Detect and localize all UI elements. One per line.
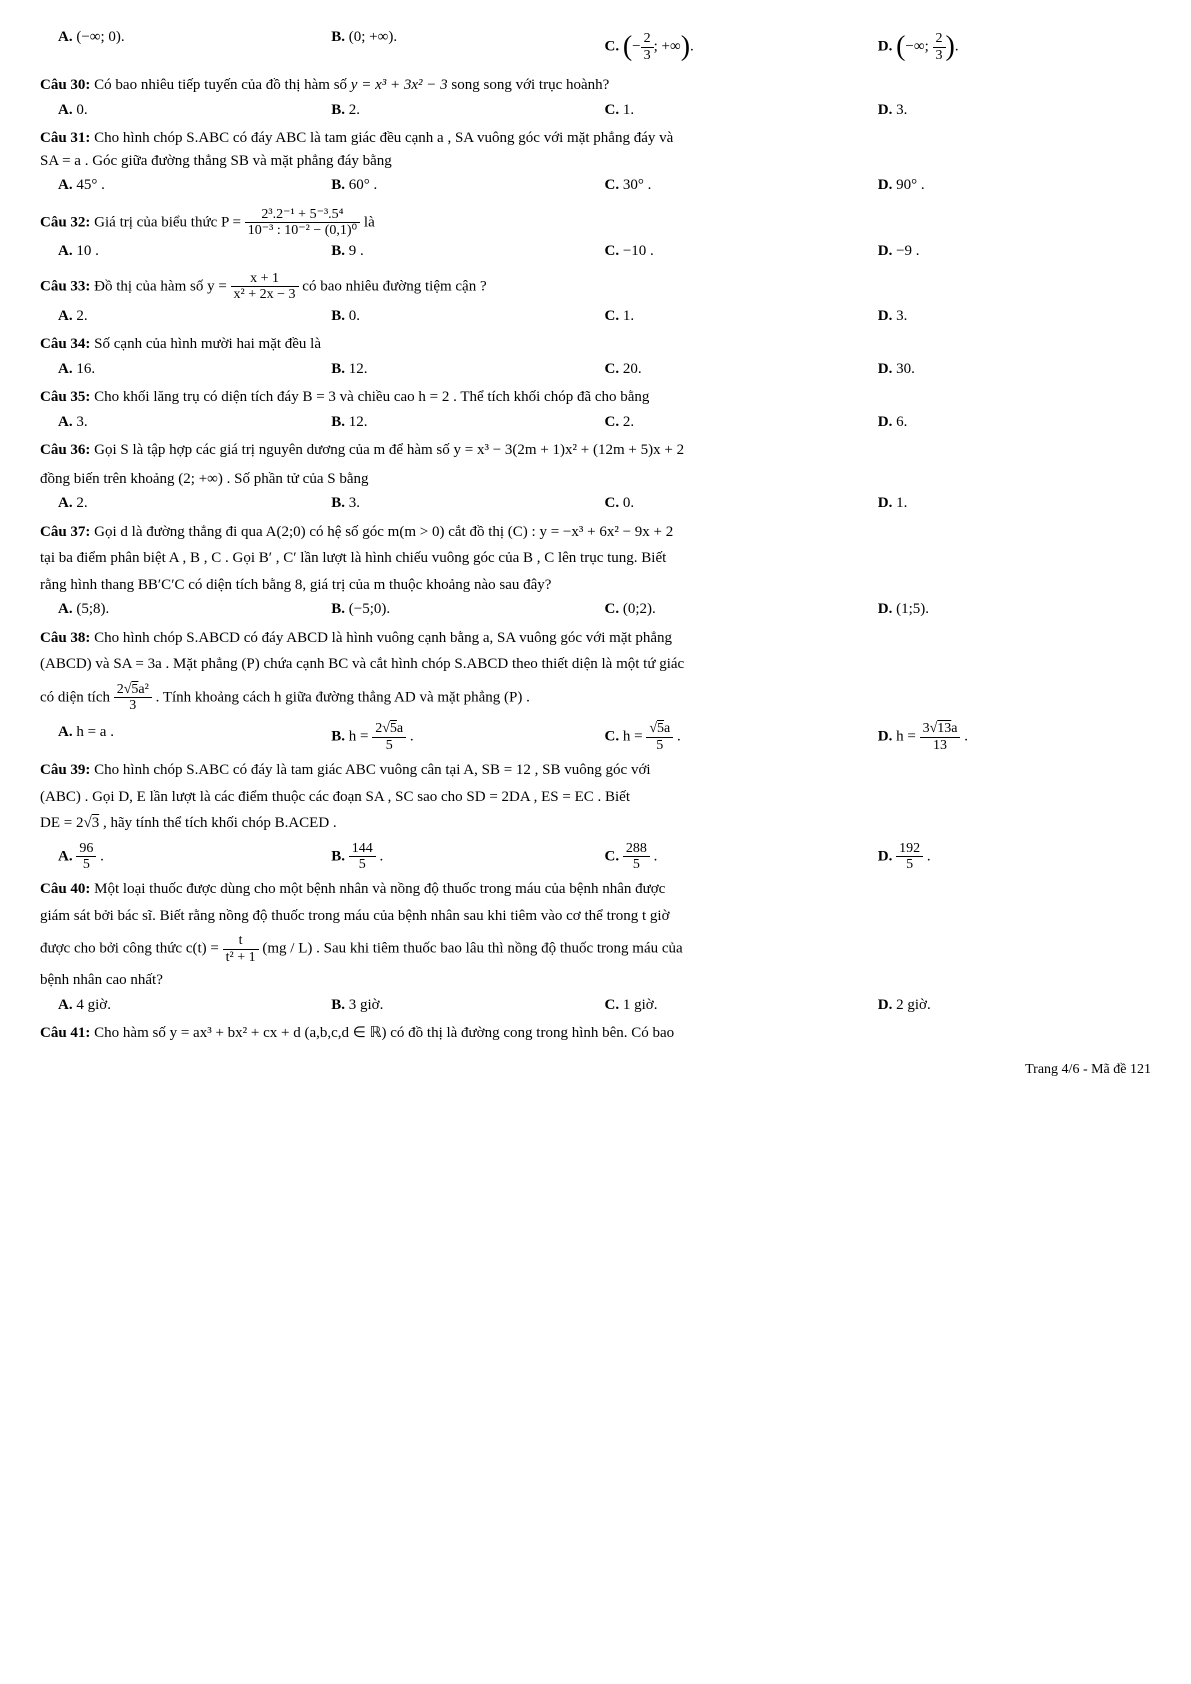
q29-answers: A. (−∞; 0). B. (0; +∞). C. (−23; +∞). D.… <box>58 26 1151 68</box>
q34-answers: A. 16. B. 12. C. 20. D. 30. <box>58 358 1151 381</box>
q33-answers: A. 2. B. 0. C. 1. D. 3. <box>58 305 1151 328</box>
q35-answers: A. 3. B. 12. C. 2. D. 6. <box>58 411 1151 434</box>
q30-answers: A. 0. B. 2. C. 1. D. 3. <box>58 99 1151 122</box>
q36: Câu 36: Gọi S là tập hợp các giá trị ngu… <box>40 439 1151 462</box>
q31-answers: A. 45° . B. 60° . C. 30° . D. 90° . <box>58 174 1151 197</box>
q34: Câu 34: Số cạnh của hình mười hai mặt đề… <box>40 333 1151 356</box>
q37: Câu 37: Gọi d là đường thẳng đi qua A(2;… <box>40 521 1151 544</box>
q35: Câu 35: Cho khối lăng trụ có diện tích đ… <box>40 386 1151 409</box>
q33: Câu 33: Đồ thị của hàm số y = x + 1x² + … <box>40 271 1151 303</box>
ans-b: B. (0; +∞). <box>331 26 604 68</box>
ans-c: C. (−23; +∞). <box>605 26 878 68</box>
q31: Câu 31: Cho hình chóp S.ABC có đáy ABC l… <box>40 127 1151 150</box>
q38-answers: A. h = a . B. h = 2√5a5 . C. h = √5a5 . … <box>58 721 1151 753</box>
q37-answers: A. (5;8). B. (−5;0). C. (0;2). D. (1;5). <box>58 598 1151 621</box>
ans-a: A. (−∞; 0). <box>58 26 331 68</box>
q38: Câu 38: Cho hình chóp S.ABCD có đáy ABCD… <box>40 627 1151 650</box>
page-footer: Trang 4/6 - Mã đề 121 <box>40 1059 1151 1080</box>
q41: Câu 41: Cho hàm số y = ax³ + bx² + cx + … <box>40 1022 1151 1045</box>
q39-answers: A. 965 . B. 1445 . C. 2885 . D. 1925 . <box>58 841 1151 873</box>
q36-answers: A. 2. B. 3. C. 0. D. 1. <box>58 492 1151 515</box>
q30: Câu 30: Có bao nhiêu tiếp tuyến của đồ t… <box>40 74 1151 97</box>
q40: Câu 40: Một loại thuốc được dùng cho một… <box>40 878 1151 901</box>
ans-d: D. (−∞; 23). <box>878 26 1151 68</box>
q39: Câu 39: Cho hình chóp S.ABC có đáy là ta… <box>40 759 1151 782</box>
q32: Câu 32: Giá trị của biểu thức P = 2³.2⁻¹… <box>40 207 1151 239</box>
q32-answers: A. 10 . B. 9 . C. −10 . D. −9 . <box>58 240 1151 263</box>
q40-answers: A. 4 giờ. B. 3 giờ. C. 1 giờ. D. 2 giờ. <box>58 994 1151 1017</box>
